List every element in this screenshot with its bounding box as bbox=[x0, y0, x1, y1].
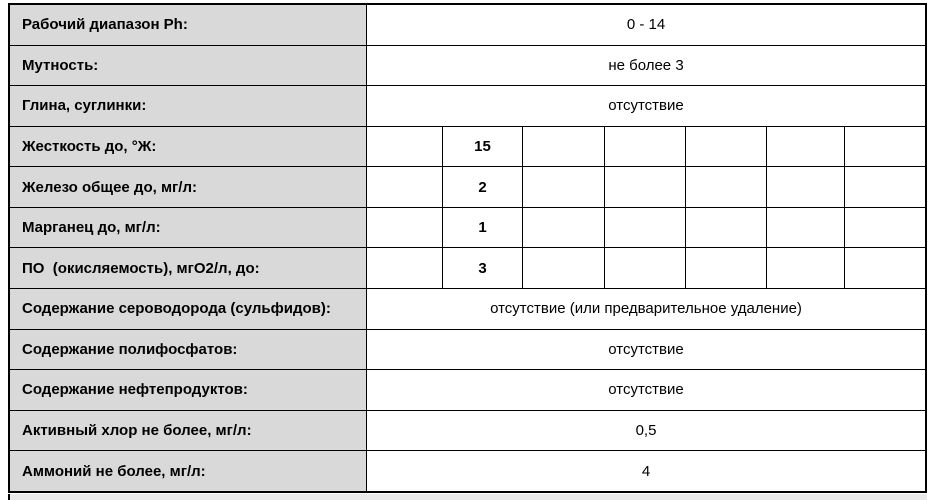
table-row-clay: Глина, суглинки: отсутствие bbox=[10, 85, 925, 126]
row-value-area: 0,5 bbox=[367, 410, 925, 451]
row-label: ПО (окисляемость), мгО2/л, до: bbox=[10, 248, 367, 289]
value-cell: 2 bbox=[443, 167, 523, 207]
row-label: Жесткость до, °Ж: bbox=[10, 126, 367, 167]
value-cell bbox=[767, 126, 845, 167]
value-cell bbox=[686, 126, 767, 167]
row-value: отсутствие (или предварительное удаление… bbox=[367, 289, 925, 329]
row-value-area: отсутствие bbox=[367, 329, 925, 370]
row-label: Мутность: bbox=[10, 45, 367, 86]
value-cell bbox=[367, 207, 443, 248]
row-value: 4 bbox=[367, 451, 925, 491]
row-label: Глина, суглинки: bbox=[10, 86, 367, 126]
row-value-area: 0 - 14 bbox=[367, 5, 925, 45]
value-cell bbox=[686, 167, 767, 207]
value-cell bbox=[367, 167, 443, 207]
row-value: 0,5 bbox=[367, 410, 925, 451]
table-row-polyphosphates: Содержание полифосфатов: отсутствие bbox=[10, 328, 925, 370]
value-cell: 3 bbox=[443, 248, 523, 289]
table-row-turbidity: Мутность: не более 3 bbox=[10, 44, 925, 86]
table-row-hardness: Жесткость до, °Ж: 15 bbox=[10, 125, 925, 167]
row-label: Марганец до, мг/л: bbox=[10, 207, 367, 248]
row-value-area: 4 bbox=[367, 451, 925, 491]
row-value: отсутствие bbox=[367, 329, 925, 370]
row-label: Аммоний не более, мг/л: bbox=[10, 451, 367, 491]
row-value: отсутствие bbox=[367, 86, 925, 126]
row-value-area: отсутствие bbox=[367, 86, 925, 126]
value-cell bbox=[523, 207, 605, 248]
value-cell: 15 bbox=[443, 126, 523, 167]
row-label: Содержание нефтепродуктов: bbox=[10, 370, 367, 410]
table-row-active-chlorine: Активный хлор не более, мг/л: 0,5 bbox=[10, 409, 925, 451]
value-cell bbox=[845, 126, 925, 167]
table-row-ph-range: Рабочий диапазон Ph: 0 - 14 bbox=[10, 5, 925, 45]
water-spec-table: Рабочий диапазон Ph: 0 - 14 Мутность: не… bbox=[8, 3, 927, 493]
row-value-area: не более 3 bbox=[367, 45, 925, 86]
row-value-area: 1 bbox=[367, 207, 925, 248]
value-cell bbox=[523, 167, 605, 207]
row-value-area: 2 bbox=[367, 167, 925, 207]
table-row-ammonium: Аммоний не более, мг/л: 4 bbox=[10, 450, 925, 491]
value-cell bbox=[605, 207, 686, 248]
row-value-area: 15 bbox=[367, 126, 925, 167]
value-cell bbox=[845, 207, 925, 248]
table-row-oxidability: ПО (окисляемость), мгО2/л, до: 3 bbox=[10, 247, 925, 289]
value-cell bbox=[605, 248, 686, 289]
row-label: Содержание сероводорода (сульфидов): bbox=[10, 289, 367, 329]
value-cell bbox=[767, 207, 845, 248]
row-value-area: отсутствие bbox=[367, 370, 925, 410]
value-cell bbox=[605, 126, 686, 167]
row-value-area: отсутствие (или предварительное удаление… bbox=[367, 289, 925, 329]
value-cell bbox=[845, 167, 925, 207]
table-row-petroleum: Содержание нефтепродуктов: отсутствие bbox=[10, 369, 925, 410]
value-cell bbox=[367, 248, 443, 289]
next-row-partial bbox=[8, 494, 927, 500]
row-value: отсутствие bbox=[367, 370, 925, 410]
row-value: 0 - 14 bbox=[367, 5, 925, 45]
row-label: Содержание полифосфатов: bbox=[10, 329, 367, 370]
table-row-hydrogen-sulfide: Содержание сероводорода (сульфидов): отс… bbox=[10, 288, 925, 329]
value-cell bbox=[523, 248, 605, 289]
row-value-area: 3 bbox=[367, 248, 925, 289]
table-row-iron: Железо общее до, мг/л: 2 bbox=[10, 166, 925, 207]
value-cell bbox=[845, 248, 925, 289]
row-label: Активный хлор не более, мг/л: bbox=[10, 410, 367, 451]
value-cell bbox=[767, 167, 845, 207]
value-cell bbox=[767, 248, 845, 289]
value-cell: 1 bbox=[443, 207, 523, 248]
row-value: не более 3 bbox=[367, 45, 925, 86]
value-cell bbox=[686, 248, 767, 289]
value-cell bbox=[367, 126, 443, 167]
value-cell bbox=[523, 126, 605, 167]
value-cell bbox=[605, 167, 686, 207]
row-label: Железо общее до, мг/л: bbox=[10, 167, 367, 207]
row-label: Рабочий диапазон Ph: bbox=[10, 5, 367, 45]
table-row-manganese: Марганец до, мг/л: 1 bbox=[10, 206, 925, 248]
value-cell bbox=[686, 207, 767, 248]
